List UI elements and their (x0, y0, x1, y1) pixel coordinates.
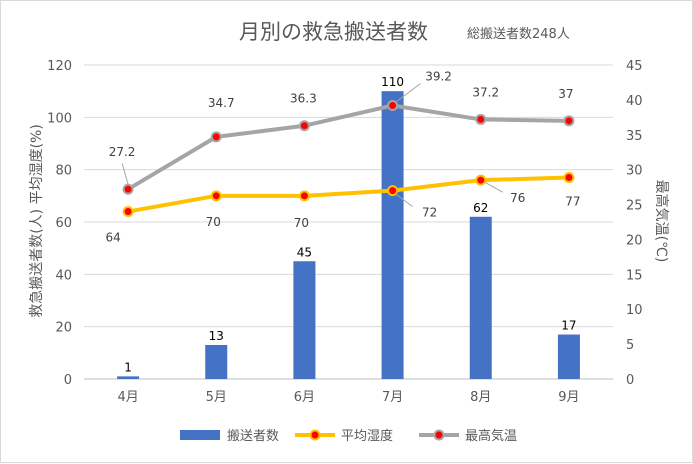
legend-label: 最高気温 (465, 428, 517, 444)
humidity-point (563, 172, 575, 184)
y-tick-label-right: 15 (626, 268, 643, 283)
humidity-line (127, 175, 569, 214)
bar-data-label: 62 (473, 201, 488, 215)
y-tick-label-right: 45 (626, 59, 643, 74)
humidity-data-label: 64 (105, 231, 120, 245)
y-tick-label-left: 100 (47, 111, 72, 126)
humidity-point (298, 190, 310, 202)
y-tick-label-right: 35 (626, 129, 643, 144)
y-axis-title-left: 救急搬送者数(人) 平均湿度(%) (29, 124, 45, 318)
y-tick-label-right: 25 (626, 199, 643, 214)
temperature-point (122, 183, 134, 195)
temperature-leader-line (396, 83, 421, 102)
y-tick-label-right: 5 (626, 338, 634, 353)
humidity-leader-line (484, 181, 503, 193)
bar (293, 261, 316, 379)
temperature-data-label: 37.2 (472, 85, 499, 99)
legend-swatch-marker (433, 429, 445, 441)
temperature-data-label: 36.3 (290, 92, 317, 106)
humidity-point (387, 185, 399, 197)
x-tick-label: 5月 (206, 390, 227, 405)
humidity-data-label: 70 (206, 215, 221, 229)
y-tick-label-left: 120 (47, 59, 72, 74)
x-tick-label: 9月 (558, 390, 579, 405)
temperature-point (298, 120, 310, 132)
y-tick-label-left: 80 (55, 164, 72, 179)
y-tick-label-left: 20 (55, 321, 72, 336)
x-tick-label: 8月 (470, 390, 491, 405)
chart-subtitle: 総搬送者数248人 (467, 27, 570, 42)
bar (469, 216, 492, 379)
bar-data-label: 110 (381, 75, 404, 89)
x-tick-label: 6月 (294, 390, 315, 405)
y-tick-label-right: 40 (626, 94, 643, 109)
y-tick-label-left: 40 (55, 268, 72, 283)
bar (381, 91, 404, 380)
x-tick-label: 7月 (382, 390, 403, 405)
temperature-data-label: 27.2 (109, 145, 136, 159)
y-tick-label-right: 0 (626, 373, 634, 388)
y-axis-title-right: 最高気温(℃) (653, 180, 670, 263)
temperature-point (387, 99, 399, 111)
temperature-data-label: 37 (558, 87, 573, 101)
humidity-data-label: 70 (294, 216, 309, 230)
temperature-data-label: 39.2 (425, 69, 452, 83)
y-tick-label-right: 30 (626, 164, 643, 179)
humidity-data-label: 76 (510, 191, 525, 205)
temperature-data-label: 34.7 (208, 96, 235, 110)
humidity-point (210, 190, 222, 202)
legend-label: 平均湿度 (341, 428, 393, 444)
temperature-line (127, 103, 569, 191)
chart-title: 月別の救急搬送者数 (239, 20, 428, 44)
bar (205, 344, 228, 379)
bar (117, 376, 140, 379)
y-tick-label-right: 20 (626, 233, 643, 248)
humidity-leader-line (396, 194, 413, 208)
temperature-leader-line (121, 163, 129, 185)
bar-data-label: 13 (209, 329, 224, 343)
x-tick-label: 4月 (117, 390, 138, 405)
humidity-data-label: 72 (422, 206, 437, 220)
legend-swatch-marker (309, 429, 321, 441)
humidity-point (475, 174, 487, 186)
bar-data-label: 17 (561, 319, 576, 333)
y-tick-label-left: 60 (55, 216, 72, 231)
humidity-data-label: 77 (565, 195, 580, 209)
y-tick-label-right: 10 (626, 303, 643, 318)
y-tick-label-left: 0 (64, 373, 72, 388)
legend-label: 搬送者数 (227, 429, 279, 444)
temperature-point (563, 115, 575, 127)
bar-data-label: 1 (124, 360, 132, 374)
temperature-point (475, 113, 487, 125)
humidity-point (122, 206, 134, 218)
bar (557, 334, 580, 379)
legend-swatch-bar (180, 430, 220, 440)
bar-data-label: 45 (297, 245, 312, 259)
temperature-point (210, 131, 222, 143)
